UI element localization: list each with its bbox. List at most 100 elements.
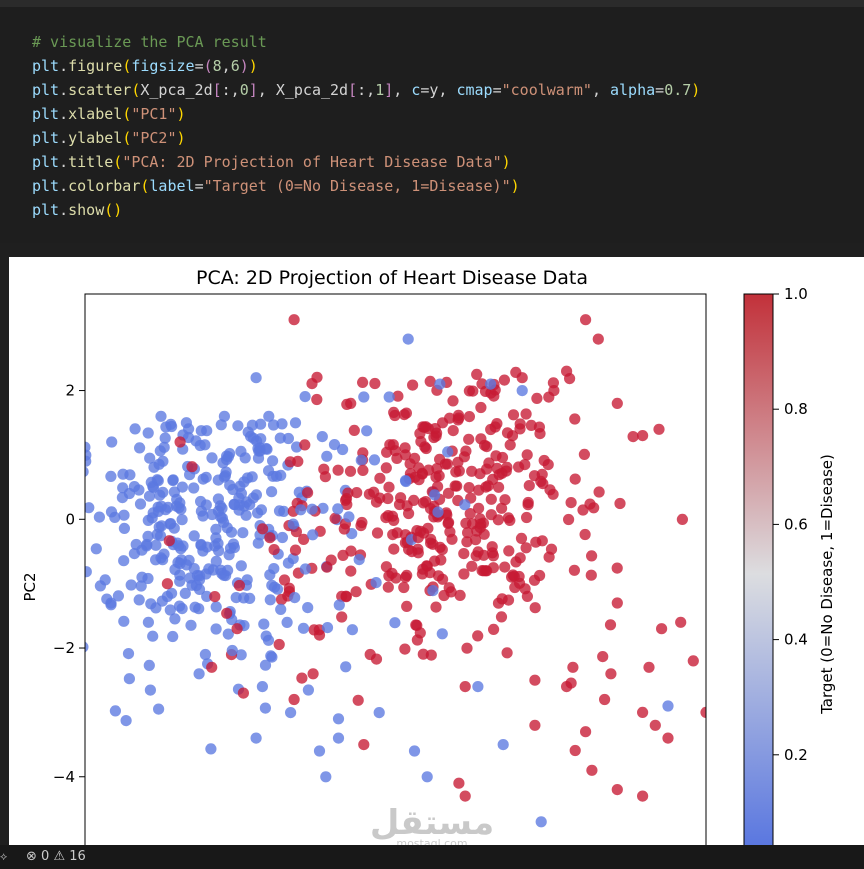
data-point-class1 [529,674,541,686]
code-line[interactable]: plt.xlabel("PC1") [32,102,700,126]
data-point-class0 [402,333,414,345]
data-point-class0 [662,700,674,712]
data-point [411,634,423,646]
data-point-class1 [399,643,411,655]
data-point-class0 [122,648,135,660]
data-point-class1 [350,586,362,598]
code-token: plt [32,81,60,99]
data-point-class0 [169,613,181,625]
data-point-class1 [447,425,459,437]
data-point-class0 [289,417,302,429]
code-token: plt [32,153,60,171]
data-point-class1 [585,569,597,581]
data-point-class0 [133,484,145,496]
data-point [432,506,444,518]
data-point [345,565,357,577]
data-point-class1 [356,516,368,529]
data-point-class1 [472,630,484,642]
data-point-class0 [142,530,154,542]
code-token: plt [32,201,60,219]
code-line[interactable]: plt.scatter(X_pca_2d[:,0], X_pca_2d[:,1]… [32,78,700,102]
data-point-class0 [153,703,165,715]
chart-title: PCA: 2D Projection of Heart Disease Data [196,267,588,289]
data-point-class0 [170,500,183,512]
data-point-class0 [222,628,234,640]
data-point-class0 [134,498,147,510]
data-point-class0 [130,538,142,551]
code-token: 1 [375,81,385,99]
code-token: figsize [131,57,195,75]
data-point-class1 [307,668,319,680]
data-point-class0 [185,619,197,631]
errors-count: 0 [41,849,50,864]
data-point-class0 [250,732,262,744]
data-point-class0 [183,554,195,566]
code-token: ) [501,153,511,171]
data-point [357,464,369,476]
code-token: plt [32,57,60,75]
data-point-class1 [496,593,508,605]
data-point-class0 [266,486,278,498]
data-point-class0 [497,739,509,751]
code-line[interactable]: plt.colorbar(label="Target (0=No Disease… [32,174,700,198]
data-point-class1 [428,431,440,444]
data-point-class1 [174,436,186,448]
code-token: , [591,81,610,99]
data-point [412,531,424,544]
code-line[interactable]: plt.figure(figsize=(8,6)) [32,54,700,78]
data-point-class1 [358,739,370,751]
code-line[interactable]: # visualize the PCA result [32,30,700,54]
data-point-class1 [586,550,598,562]
code-token: . [59,105,69,123]
data-point-class0 [246,471,258,483]
data-point-class1 [579,528,591,541]
data-point [353,554,365,566]
colorbar-tick-label: 0.8 [784,400,808,418]
data-point-class1 [398,581,410,594]
code-line[interactable]: plt.show() [32,198,700,222]
data-point-class1 [489,421,501,433]
data-point-class1 [453,777,465,789]
data-point-class0 [155,500,167,512]
code-line[interactable]: plt.ylabel("PC2") [32,126,700,150]
data-point-class0 [313,745,326,757]
data-point [427,585,439,597]
data-point-class1 [523,480,535,492]
data-point-class1 [452,409,465,421]
data-point-class0 [221,450,233,462]
data-point-class1 [513,461,525,473]
data-point [297,622,310,634]
data-point [504,514,516,526]
code-token: cmap [456,81,493,99]
data-point-class0 [206,508,218,521]
data-point-class0 [158,441,170,453]
errors-indicator[interactable]: ⊗ 0 ⚠ 16 [26,845,86,869]
data-point-class0 [252,537,264,549]
data-point-class0 [186,579,198,591]
code-token: . [59,201,69,219]
y-tick-label: 2 [65,382,75,400]
code-cell[interactable]: # visualize the PCA result plt.figure(fig… [0,7,864,243]
code-token: [ [348,81,358,99]
data-point [337,549,349,561]
remote-icon[interactable]: ⟡ [0,850,8,863]
data-point [449,480,461,492]
code-line[interactable]: plt.title("PCA: 2D Projection of Heart D… [32,150,700,174]
data-point-class0 [167,630,179,643]
data-point-class1 [627,431,639,443]
data-point-class1 [434,453,446,465]
data-point-class0 [57,421,68,432]
data-point-class0 [302,684,314,696]
data-point-class0 [105,599,117,611]
window-top-border [0,0,864,7]
data-point [336,611,348,623]
code-token: = [492,81,502,99]
code-editor[interactable]: # visualize the PCA result plt.figure(fig… [32,30,700,222]
data-point-class1 [593,486,605,498]
data-point-class0 [368,454,381,466]
data-point-class0 [267,455,279,467]
data-point-class0 [142,514,154,526]
data-point [417,563,429,575]
data-point-class0 [147,630,159,642]
data-point [257,523,269,535]
